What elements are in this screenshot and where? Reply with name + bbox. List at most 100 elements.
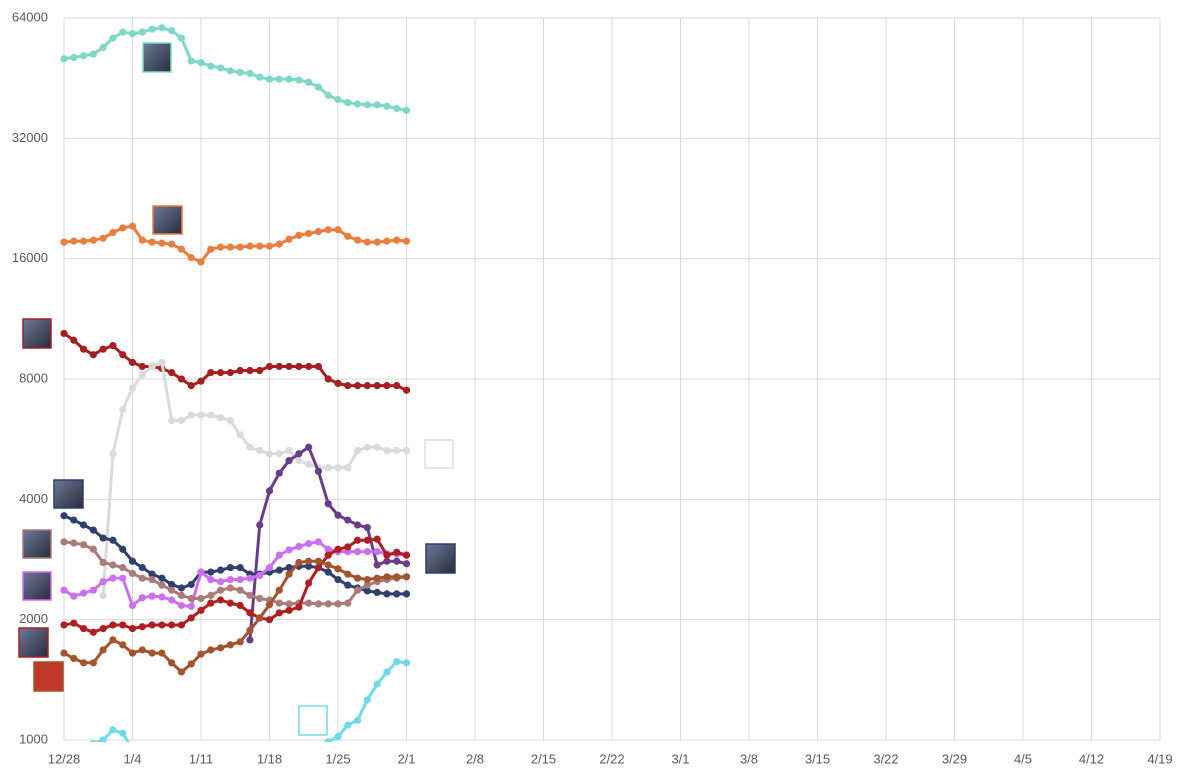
data-point (285, 235, 293, 243)
data-point (168, 369, 176, 377)
data-point (79, 345, 88, 353)
data-point (138, 594, 146, 602)
data-point (109, 561, 117, 569)
data-point (99, 591, 107, 600)
data-point (363, 382, 371, 390)
data-point (275, 609, 283, 617)
data-point (60, 586, 68, 594)
data-point (138, 646, 146, 654)
data-point (236, 431, 244, 439)
data-point (246, 591, 254, 600)
data-point (344, 599, 352, 607)
data-point (119, 729, 127, 737)
data-point (314, 563, 323, 572)
data-point (256, 366, 264, 375)
data-point (324, 545, 332, 553)
data-point (207, 568, 215, 576)
data-point (70, 516, 78, 524)
data-point (305, 229, 313, 238)
data-point (128, 222, 137, 230)
data-point (197, 411, 205, 419)
data-point (60, 621, 68, 629)
data-point (275, 75, 283, 83)
data-point (60, 649, 68, 657)
data-point (285, 600, 293, 608)
data-point (197, 568, 205, 576)
data-point (79, 521, 88, 529)
data-point (158, 574, 166, 582)
series-line (248, 445, 407, 641)
data-point (324, 551, 332, 559)
series-line (63, 332, 408, 392)
data-point (256, 521, 264, 529)
x-tick-label: 1/11 (189, 751, 213, 766)
data-point (70, 336, 78, 344)
data-point (246, 626, 254, 635)
grid: 1000 2000 4000 8000 16000 32000 64000 12/28 1/4 1… (12, 9, 1173, 766)
data-point (158, 24, 166, 32)
data-point (246, 366, 254, 375)
data-point (177, 668, 186, 676)
data-point (305, 78, 313, 86)
data-point (402, 386, 411, 394)
data-point (128, 358, 137, 367)
data-point (324, 568, 332, 576)
data-point (236, 243, 244, 251)
x-tick-label: 2/1 (397, 751, 415, 766)
data-point (236, 638, 244, 646)
data-point (373, 588, 381, 597)
data-point (187, 57, 195, 65)
avatar (424, 439, 454, 469)
data-point (216, 369, 225, 377)
data-point (236, 586, 244, 594)
data-point (119, 641, 127, 649)
data-point (99, 646, 107, 654)
data-point (383, 590, 391, 598)
data-point (373, 382, 381, 390)
data-point (216, 578, 225, 586)
x-tick-label: 2/15 (531, 751, 556, 766)
data-point (305, 539, 313, 548)
data-point (236, 601, 244, 610)
data-point (158, 358, 166, 367)
data-point (373, 535, 381, 543)
data-point (314, 557, 323, 565)
data-point (256, 242, 264, 250)
data-point (393, 104, 401, 113)
x-tick-label: 4/12 (1079, 751, 1104, 766)
data-point (256, 446, 264, 455)
data-point (314, 467, 323, 475)
data-point (177, 621, 186, 629)
data-point (70, 539, 78, 547)
data-point (138, 371, 146, 379)
x-tick-label: 3/29 (942, 751, 967, 766)
data-point (207, 369, 215, 377)
data-point (119, 224, 127, 232)
data-point (226, 641, 234, 649)
data-point (393, 658, 401, 666)
data-point (344, 232, 352, 240)
data-point (236, 366, 244, 375)
data-point (363, 101, 371, 109)
data-point (305, 443, 313, 451)
data-point (226, 575, 234, 584)
data-point (334, 575, 342, 584)
data-point (295, 558, 303, 567)
y-tick-label: 1000 (19, 731, 48, 746)
data-point (60, 238, 68, 246)
data-point (383, 551, 391, 559)
data-point (324, 600, 332, 608)
data-point (148, 238, 156, 246)
data-point (344, 721, 352, 729)
data-point (246, 609, 254, 617)
data-point (373, 574, 381, 582)
data-point (314, 538, 323, 546)
data-point (89, 659, 97, 667)
avatar (142, 42, 172, 73)
data-point (344, 516, 352, 524)
data-point (295, 450, 303, 458)
data-point (383, 382, 391, 390)
data-point (187, 411, 195, 419)
data-point (295, 542, 303, 551)
data-point (177, 591, 186, 600)
